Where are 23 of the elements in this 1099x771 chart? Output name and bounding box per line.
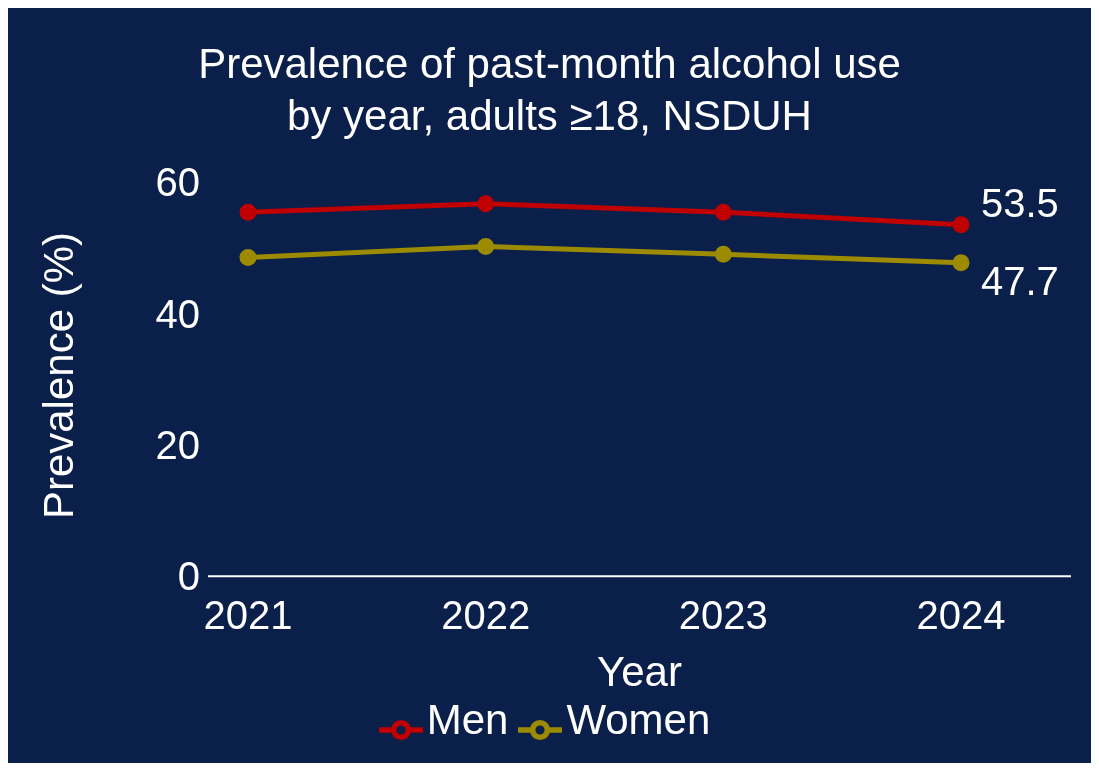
x-tick-label: 2022: [441, 592, 531, 637]
y-tick-label: 40: [155, 291, 200, 336]
x-tick-label: 2024: [916, 592, 1006, 637]
x-tick-label: 2023: [678, 592, 768, 637]
point: [714, 245, 732, 263]
point: [952, 216, 970, 234]
data-label: 47.7: [981, 258, 1059, 303]
data-label: 53.5: [981, 180, 1059, 225]
point: [952, 254, 970, 272]
y-tick-label: 60: [155, 160, 200, 205]
point: [714, 203, 732, 221]
point: [477, 237, 495, 255]
point: [477, 195, 495, 213]
y-axis-title: Prevalence (%): [34, 232, 82, 520]
y-tick-label: 20: [155, 423, 200, 468]
point: [239, 203, 257, 221]
y-tick-label: 0: [177, 554, 200, 599]
legend-label: Women: [566, 696, 711, 744]
chart-title: Prevalence of past-month alcohol use by year, adults ≥18, NSDUH: [197, 39, 902, 141]
point: [239, 249, 257, 267]
x-axis-title: Year: [597, 648, 682, 696]
legend-label: Men: [426, 696, 509, 744]
x-tick-label: 2021: [203, 592, 293, 637]
